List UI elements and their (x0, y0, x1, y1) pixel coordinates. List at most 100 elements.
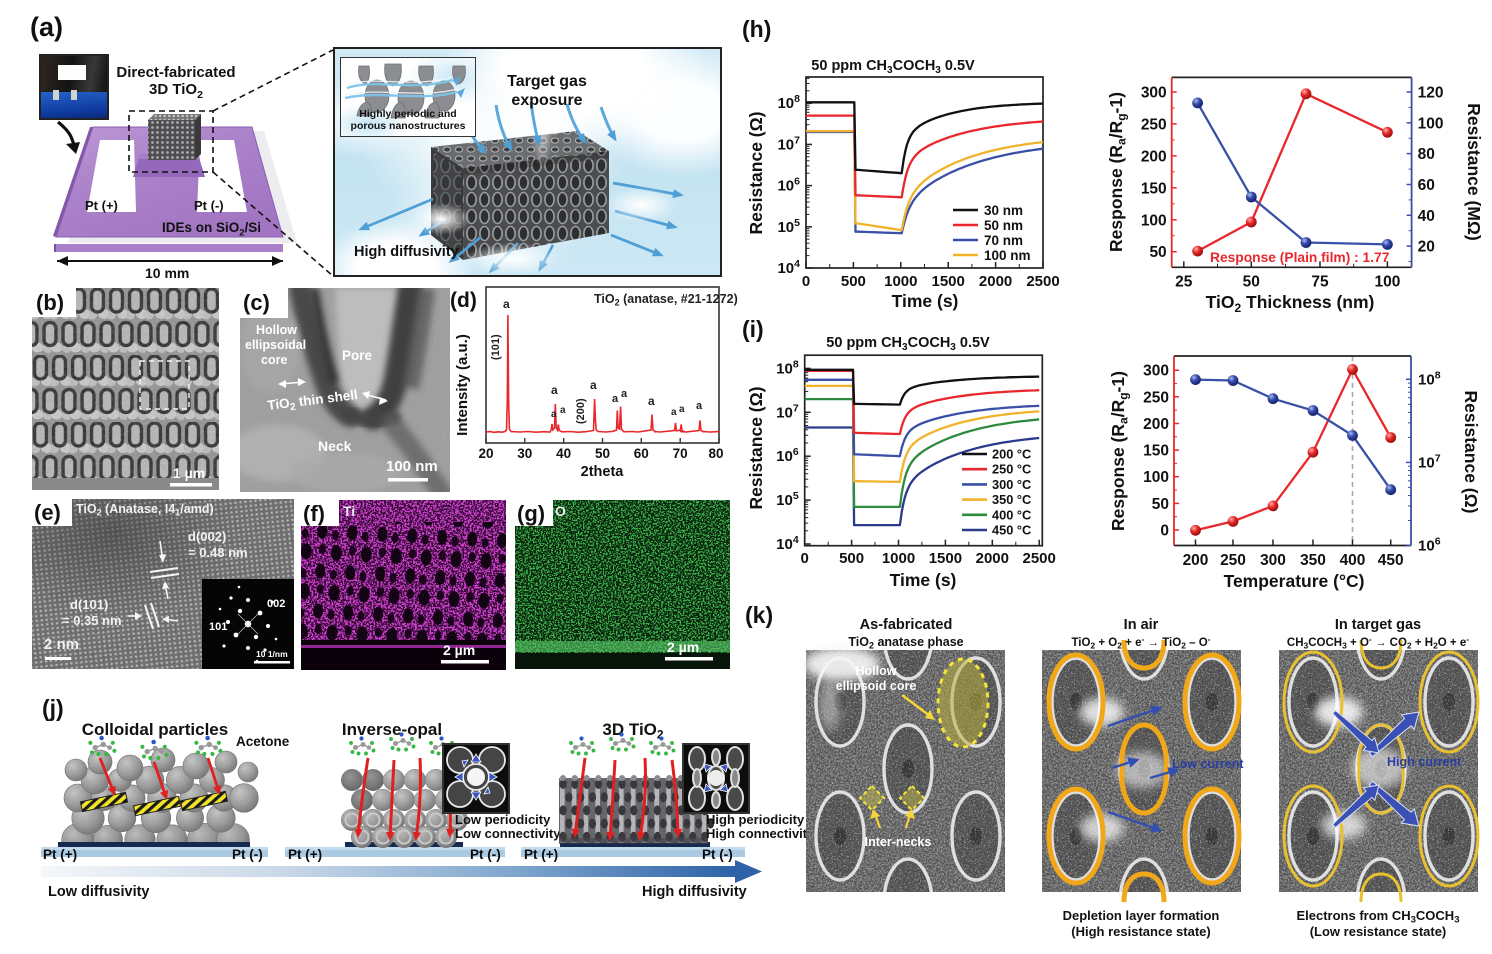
svg-text:1 µm: 1 µm (173, 465, 205, 481)
svg-text:Resistance (Ω): Resistance (Ω) (1461, 391, 1481, 514)
svg-text:(k): (k) (745, 602, 773, 628)
svg-text:105: 105 (777, 217, 800, 236)
svg-text:Time (s): Time (s) (890, 570, 957, 590)
svg-text:Ti: Ti (343, 503, 355, 519)
svg-text:a: a (648, 394, 655, 408)
svg-text:Hollow: Hollow (856, 664, 897, 678)
svg-text:Low connectivity: Low connectivity (455, 826, 561, 841)
svg-text:350 °C: 350 °C (992, 492, 1031, 507)
svg-text:3D TiO2: 3D TiO2 (602, 720, 663, 742)
svg-text:50 nm: 50 nm (984, 218, 1023, 233)
svg-text:Time (s): Time (s) (892, 291, 959, 311)
svg-text:Response (Ra/Rg-1): Response (Ra/Rg-1) (1106, 92, 1129, 252)
svg-text:ellipsoidal: ellipsoidal (245, 338, 306, 352)
svg-text:300: 300 (1141, 85, 1167, 102)
svg-text:Electrons from CH3COCH3: Electrons from CH3COCH3 (1296, 908, 1459, 926)
svg-text:20: 20 (478, 446, 493, 461)
svg-text:500: 500 (839, 550, 864, 567)
svg-text:2500: 2500 (1026, 273, 1059, 290)
svg-text:0: 0 (802, 273, 810, 290)
svg-text:30: 30 (517, 446, 532, 461)
svg-text:Response (Plain film) : 1.77: Response (Plain film) : 1.77 (1210, 250, 1390, 265)
svg-text:100: 100 (1418, 115, 1444, 132)
svg-text:108: 108 (1418, 369, 1441, 388)
svg-text:Depletion layer formation: Depletion layer formation (1063, 908, 1220, 923)
svg-text:500: 500 (841, 273, 866, 290)
svg-text:a: a (612, 393, 619, 405)
svg-text:Low periodicity: Low periodicity (455, 812, 551, 827)
svg-text:1000: 1000 (882, 550, 915, 567)
svg-text:400 °C: 400 °C (992, 507, 1031, 522)
svg-text:40: 40 (556, 446, 571, 461)
svg-text:a: a (679, 404, 685, 415)
svg-text:300 °C: 300 °C (992, 477, 1031, 492)
svg-text:core: core (261, 353, 287, 367)
svg-text:50: 50 (1152, 496, 1169, 513)
svg-text:70 nm: 70 nm (984, 233, 1023, 248)
svg-text:150: 150 (1141, 180, 1167, 197)
svg-text:In air: In air (1124, 617, 1159, 633)
svg-text:Low diffusivity: Low diffusivity (48, 884, 150, 900)
svg-text:Pt (-): Pt (-) (702, 847, 733, 862)
svg-text:TiO2 anatase phase: TiO2 anatase phase (848, 635, 963, 651)
svg-text:(200): (200) (575, 398, 587, 424)
svg-text:Resistance (Ω): Resistance (Ω) (746, 112, 766, 235)
svg-text:104: 104 (776, 534, 799, 553)
svg-text:Pt (+): Pt (+) (524, 847, 558, 862)
svg-text:80: 80 (708, 446, 723, 461)
svg-text:In target gas: In target gas (1335, 617, 1421, 633)
svg-text:40: 40 (1418, 208, 1435, 225)
svg-text:High periodicity: High periodicity (706, 812, 805, 827)
svg-text:Temperature (°C): Temperature (°C) (1224, 571, 1365, 591)
svg-text:107: 107 (1418, 452, 1441, 471)
svg-text:100 nm: 100 nm (984, 248, 1031, 263)
svg-text:75: 75 (1311, 273, 1329, 290)
svg-text:2 µm: 2 µm (667, 639, 699, 655)
svg-text:250: 250 (1141, 116, 1167, 133)
svg-text:80: 80 (1418, 146, 1435, 163)
svg-text:a: a (551, 383, 558, 397)
svg-text:ellipsoid core: ellipsoid core (836, 679, 917, 693)
svg-text:Resistance (Ω): Resistance (Ω) (746, 387, 766, 510)
svg-text:Colloidal particles: Colloidal particles (82, 720, 228, 739)
svg-text:(j): (j) (42, 695, 64, 721)
svg-text:60: 60 (1418, 177, 1435, 194)
svg-text:300: 300 (1143, 363, 1169, 380)
svg-text:10 1/nm: 10 1/nm (256, 649, 288, 659)
svg-text:350: 350 (1300, 552, 1326, 569)
svg-text:a: a (551, 409, 557, 420)
svg-text:(Low resistance state): (Low resistance state) (1310, 924, 1447, 939)
svg-text:50 ppm CH3COCH3 0.5V: 50 ppm CH3COCH3 0.5V (826, 335, 990, 353)
svg-text:TiO2 + O2 + e- → TiO2 – O-: TiO2 + O2 + e- → TiO2 – O- (1071, 634, 1210, 651)
svg-text:30 nm: 30 nm (984, 203, 1023, 218)
svg-text:450: 450 (1378, 552, 1404, 569)
svg-text:Pt (-): Pt (-) (232, 847, 263, 862)
svg-text:200 °C: 200 °C (992, 447, 1031, 462)
svg-text:200: 200 (1143, 416, 1169, 433)
svg-text:Pore: Pore (342, 348, 373, 363)
svg-text:120: 120 (1418, 85, 1444, 102)
svg-text:400: 400 (1340, 552, 1366, 569)
svg-text:High connectivity: High connectivity (706, 826, 815, 841)
svg-text:106: 106 (776, 446, 799, 465)
svg-text:= 0.48 nm: = 0.48 nm (188, 545, 248, 560)
svg-text:250: 250 (1220, 552, 1246, 569)
svg-text:(High resistance state): (High resistance state) (1071, 924, 1210, 939)
svg-text:100 nm: 100 nm (386, 458, 438, 475)
svg-text:Response (Ra/Rg-1): Response (Ra/Rg-1) (1108, 371, 1131, 531)
svg-text:Hollow: Hollow (256, 323, 297, 337)
svg-text:Pt (+): Pt (+) (43, 847, 77, 862)
svg-text:High current: High current (1387, 755, 1462, 769)
svg-text:= 0.35 nm: = 0.35 nm (62, 613, 122, 628)
svg-text:300: 300 (1260, 552, 1286, 569)
svg-text:TiO2 (anatase, #21-1272): TiO2 (anatase, #21-1272) (594, 292, 738, 308)
svg-text:Resistance (MΩ): Resistance (MΩ) (1464, 103, 1484, 241)
svg-text:0: 0 (1160, 523, 1169, 540)
svg-text:Pt (-): Pt (-) (470, 847, 501, 862)
svg-text:1000: 1000 (884, 273, 917, 290)
svg-text:a: a (590, 378, 597, 392)
svg-text:1500: 1500 (932, 273, 965, 290)
svg-text:a: a (696, 400, 703, 412)
svg-text:0: 0 (801, 550, 809, 567)
svg-text:100: 100 (1141, 212, 1167, 229)
